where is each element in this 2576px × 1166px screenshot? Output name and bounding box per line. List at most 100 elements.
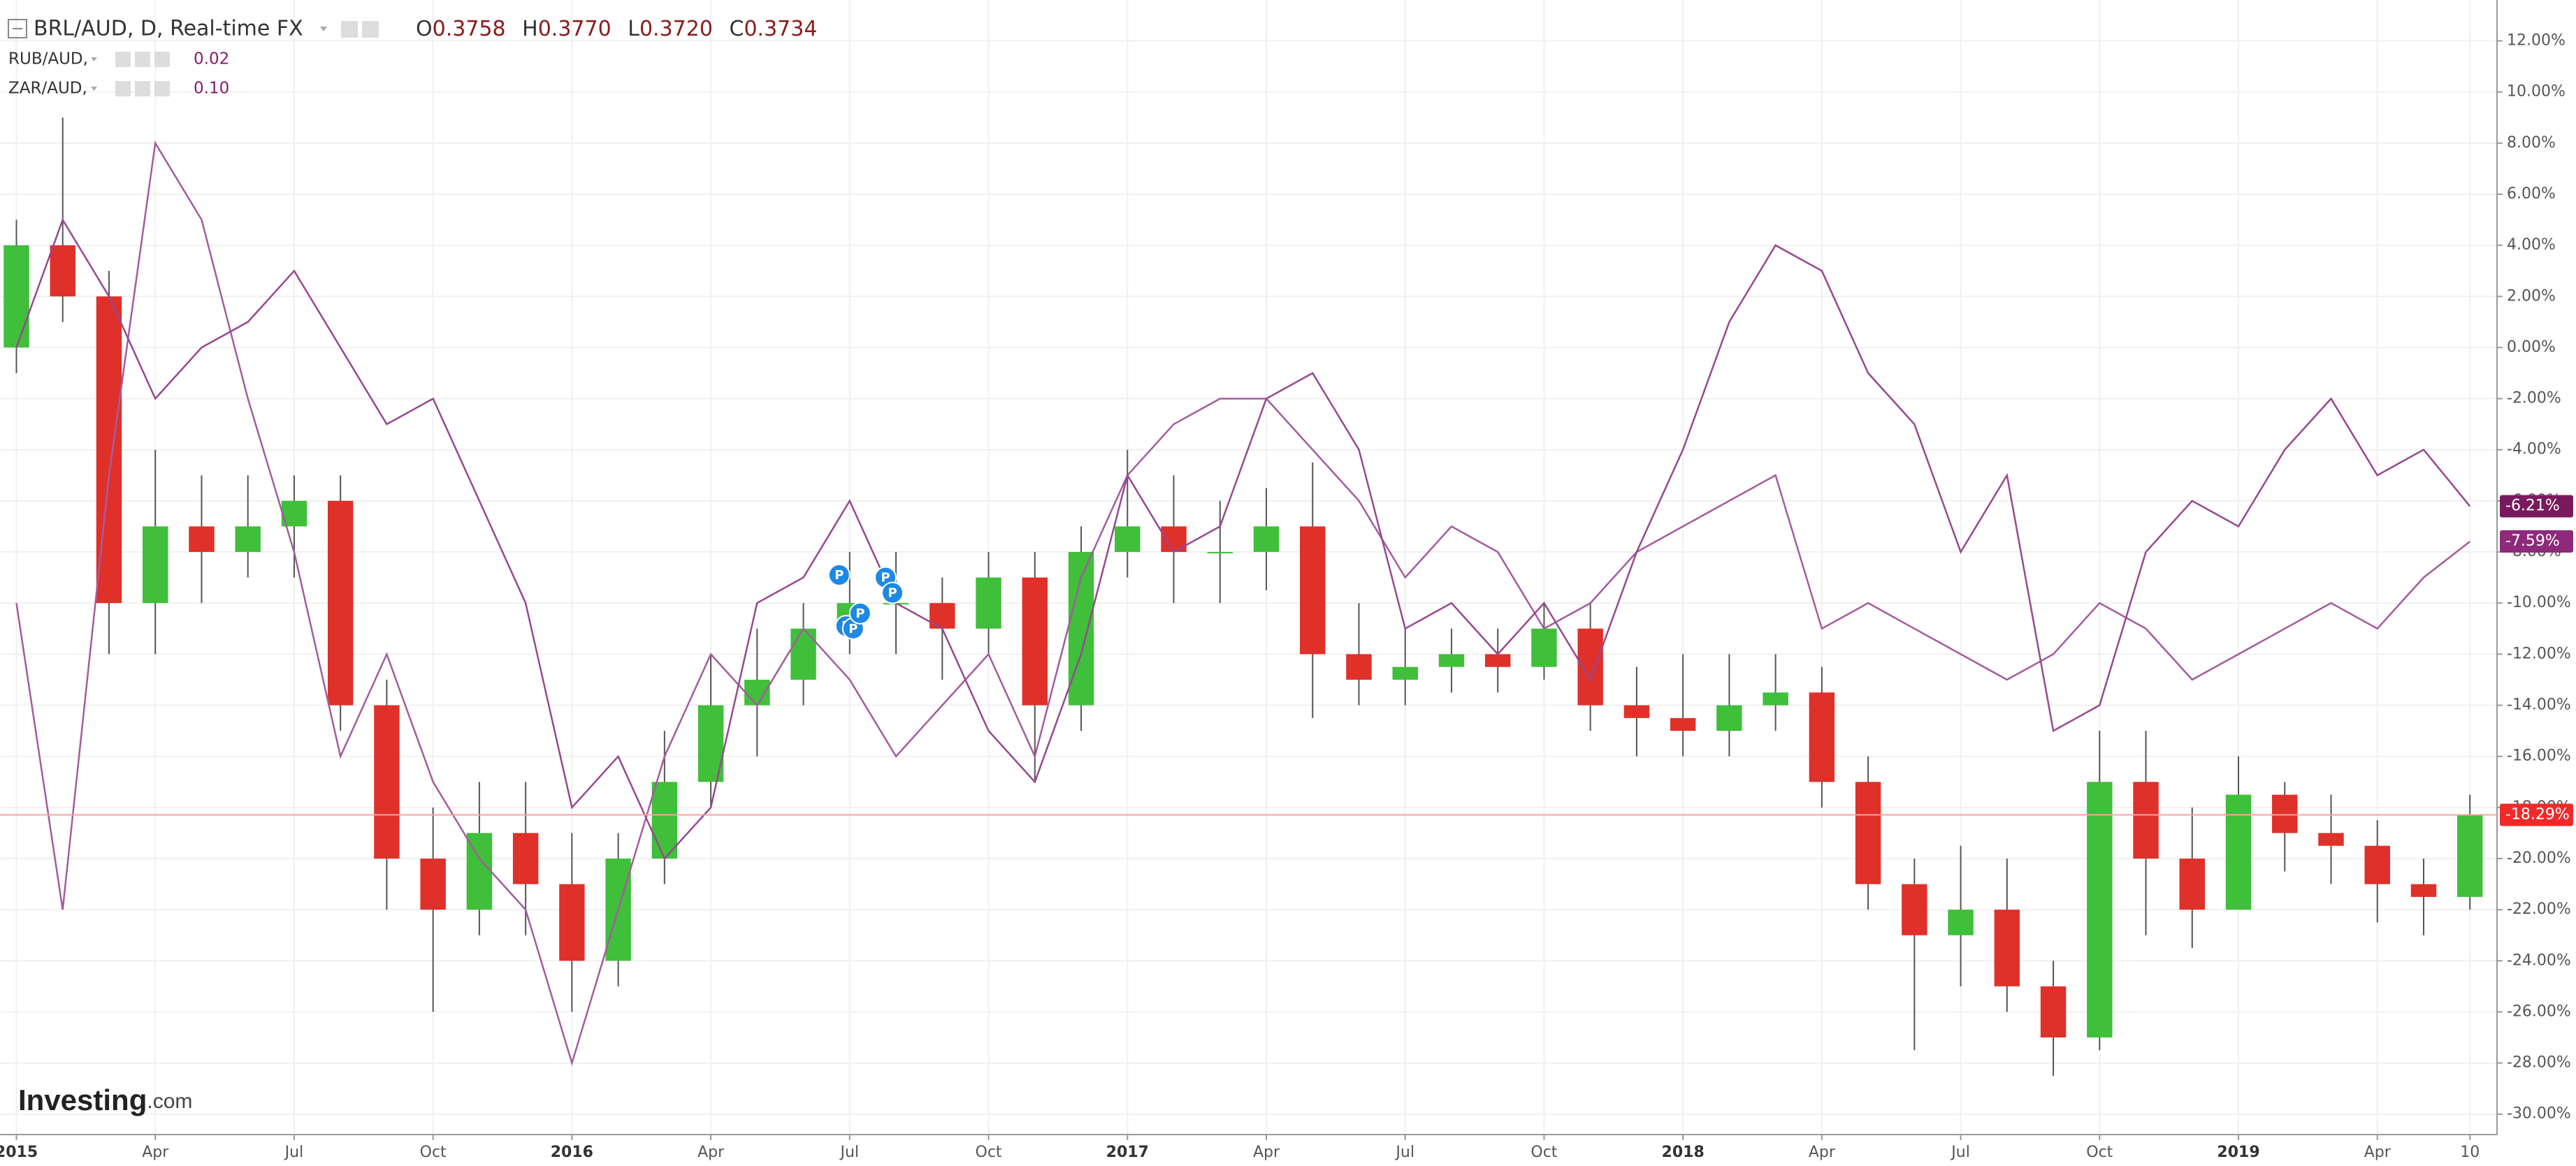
y-tick-label: -4.00% bbox=[2507, 441, 2561, 458]
candle-body bbox=[651, 782, 678, 859]
candle-body bbox=[1022, 577, 1048, 706]
legend-icon[interactable] bbox=[115, 52, 131, 67]
plot-area bbox=[3, 117, 2483, 1076]
legend-label: ZAR/AUD, bbox=[8, 80, 87, 98]
settings-icon[interactable] bbox=[362, 21, 379, 38]
candle-body bbox=[744, 679, 770, 706]
watermark-suffix: .com bbox=[147, 1090, 192, 1113]
event-label: P bbox=[888, 586, 897, 601]
y-tick-label: 8.00% bbox=[2507, 134, 2556, 152]
x-tick-label: Oct bbox=[1531, 1144, 1557, 1161]
candle-body bbox=[1115, 526, 1141, 553]
dropdown-icon[interactable] bbox=[91, 87, 97, 91]
candle-body bbox=[1068, 552, 1094, 706]
legend-icon[interactable] bbox=[154, 52, 170, 67]
candle-body bbox=[790, 628, 816, 680]
candle-body bbox=[1392, 666, 1418, 680]
candle-body bbox=[2133, 782, 2159, 859]
x-tick-label: 2019 bbox=[2217, 1144, 2259, 1161]
candle-body bbox=[1809, 692, 1835, 782]
chart-title: BRL/AUD, D, Real-time FX bbox=[34, 17, 303, 41]
candle-body bbox=[512, 833, 539, 884]
y-tick-label: 4.00% bbox=[2507, 236, 2556, 254]
candle-body bbox=[2364, 845, 2390, 884]
y-tick-label: -22.00% bbox=[2507, 901, 2571, 918]
y-tick-label: -20.00% bbox=[2507, 850, 2571, 867]
ohlc-label: O bbox=[416, 17, 433, 41]
x-tick-label: 10 bbox=[2460, 1144, 2480, 1161]
legend-value: 0.02 bbox=[194, 50, 229, 68]
x-tick-label: 2018 bbox=[1662, 1144, 1705, 1161]
ohlc-value: 0.3734 bbox=[744, 17, 817, 41]
candle-body bbox=[2225, 794, 2252, 910]
event-marker[interactable] bbox=[848, 602, 871, 625]
last-value-label: -7.59% bbox=[2505, 532, 2560, 550]
candle-body bbox=[929, 603, 955, 629]
header: BRL/AUD, D, Real-time FX O0.3758 H0.3770… bbox=[8, 17, 817, 41]
x-tick-label: Jul bbox=[1950, 1144, 1970, 1161]
series-line bbox=[15, 140, 2470, 1066]
event-label: P bbox=[855, 606, 864, 621]
dropdown-icon[interactable] bbox=[91, 57, 97, 61]
candle-body bbox=[1994, 910, 2020, 986]
last-value-label: -18.29% bbox=[2505, 806, 2570, 823]
candle-body bbox=[559, 884, 585, 961]
candle-body bbox=[143, 526, 168, 604]
candle-body bbox=[2318, 833, 2344, 846]
event-marker[interactable] bbox=[827, 563, 851, 586]
candle-body bbox=[1346, 654, 1372, 680]
candle-body bbox=[327, 500, 354, 706]
x-tick-label: Apr bbox=[697, 1144, 725, 1161]
candle-body bbox=[1484, 654, 1511, 667]
candle-body bbox=[1716, 705, 1742, 731]
x-tick-label: Oct bbox=[976, 1144, 1002, 1161]
candle-body bbox=[1855, 782, 1881, 884]
candle-body bbox=[1763, 692, 1788, 706]
event-label: P bbox=[848, 622, 858, 636]
x-tick-label: Oct bbox=[2086, 1144, 2113, 1161]
y-tick-label: 6.00% bbox=[2507, 185, 2556, 203]
ohlc-label: C bbox=[730, 17, 744, 41]
candle-body bbox=[3, 245, 29, 348]
x-tick-label: Apr bbox=[1809, 1144, 1836, 1161]
ohlc-value: 0.3770 bbox=[538, 17, 612, 41]
candle-body bbox=[1948, 910, 1974, 935]
watermark-brand-text: Investing bbox=[18, 1084, 147, 1116]
legend-icon[interactable] bbox=[154, 81, 170, 96]
x-tick-label: Jul bbox=[1394, 1144, 1414, 1161]
event-marker[interactable] bbox=[881, 581, 904, 604]
ohlc-label: H bbox=[522, 17, 538, 41]
candle-body bbox=[189, 526, 215, 553]
y-tick-label: -24.00% bbox=[2507, 952, 2571, 969]
ohlc-value: 0.3720 bbox=[639, 17, 713, 41]
candle-body bbox=[1300, 526, 1326, 655]
watermark: Investing.com bbox=[18, 1084, 192, 1116]
x-tick-label: Oct bbox=[420, 1144, 447, 1161]
event-label: P bbox=[834, 568, 844, 583]
candle-body bbox=[2179, 858, 2205, 910]
candle-body bbox=[420, 858, 446, 910]
watermark-brand: Investing.com bbox=[18, 1084, 192, 1116]
legend-icon[interactable] bbox=[135, 52, 150, 67]
candle-body bbox=[2040, 986, 2067, 1038]
y-tick-label: -26.00% bbox=[2507, 1003, 2571, 1020]
candle-body bbox=[2457, 815, 2483, 897]
candle-body bbox=[1577, 628, 1603, 706]
y-tick-label: -28.00% bbox=[2507, 1054, 2571, 1072]
collapse-icon[interactable] bbox=[8, 19, 27, 38]
y-tick-label: 0.00% bbox=[2507, 338, 2556, 356]
x-tick-label: Jul bbox=[839, 1144, 860, 1161]
legend-icon[interactable] bbox=[135, 81, 150, 96]
y-tick-label: -10.00% bbox=[2507, 594, 2571, 611]
x-tick-label: Apr bbox=[2364, 1144, 2392, 1161]
dropdown-icon[interactable] bbox=[320, 27, 327, 31]
x-tick-label: Jul bbox=[284, 1144, 304, 1161]
y-tick-label: 12.00% bbox=[2507, 32, 2566, 50]
overlay: -18.29%-7.59%-6.21%PPPPPP bbox=[0, 495, 2573, 826]
legend-icon[interactable] bbox=[115, 81, 131, 96]
ohlc-label: L bbox=[628, 17, 639, 41]
settings-icon[interactable] bbox=[341, 21, 358, 38]
